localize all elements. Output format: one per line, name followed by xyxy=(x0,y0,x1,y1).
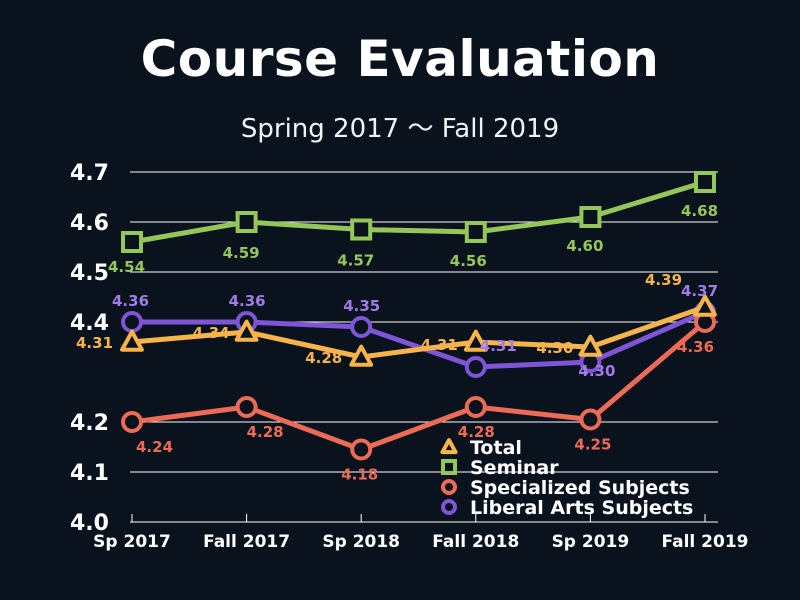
point-marker xyxy=(120,329,144,352)
point-marker xyxy=(350,438,373,461)
legend-label: Specialized Subjects xyxy=(470,477,690,499)
legend-label: Total xyxy=(470,437,522,459)
data-label: 4.18 xyxy=(341,466,378,484)
series-group xyxy=(120,171,717,461)
x-tick-label: Fall 2019 xyxy=(662,532,749,552)
chart-subtitle: Spring 2017 〜 Fall 2019 xyxy=(240,114,560,144)
legend-item: Liberal Arts Subjects xyxy=(441,497,693,519)
point-marker xyxy=(234,319,259,342)
data-label: 4.36 xyxy=(112,292,149,310)
data-label: 4.24 xyxy=(136,438,173,456)
y-tick-label: 4.2 xyxy=(70,411,109,436)
data-label: 4.28 xyxy=(458,423,495,441)
legend-label: Liberal Arts Subjects xyxy=(470,497,693,519)
series-line xyxy=(131,179,706,245)
data-label: 4.56 xyxy=(450,252,487,270)
point-marker xyxy=(441,499,457,515)
x-tick-label: Sp 2018 xyxy=(322,532,400,552)
point-marker xyxy=(121,411,143,433)
point-marker xyxy=(464,396,487,418)
data-label: 4.39 xyxy=(645,271,682,289)
data-label: 4.31 xyxy=(480,337,517,355)
y-tick-label: 4.0 xyxy=(70,511,109,536)
data-label: 4.30 xyxy=(536,339,573,357)
data-label: 4.54 xyxy=(108,258,145,276)
data-label: 4.36 xyxy=(229,292,266,310)
series-line xyxy=(131,304,706,360)
point-marker xyxy=(235,396,258,418)
data-label: 4.35 xyxy=(343,297,380,315)
series-total xyxy=(120,294,717,367)
series-seminar xyxy=(121,171,716,253)
legend-item: Seminar xyxy=(441,457,559,479)
point-marker xyxy=(464,221,487,243)
point-marker xyxy=(578,334,603,357)
legend-item: Specialized Subjects xyxy=(441,477,690,499)
data-label: 4.60 xyxy=(566,237,603,255)
x-tick-label: Sp 2019 xyxy=(552,532,630,552)
point-marker xyxy=(579,206,602,228)
gridlines xyxy=(130,171,718,523)
point-marker xyxy=(464,356,487,378)
chart-title: Course Evaluation xyxy=(140,30,660,88)
y-tick-label: 4.5 xyxy=(70,261,109,286)
point-marker xyxy=(235,211,258,233)
point-marker xyxy=(441,479,457,495)
data-label: 4.34 xyxy=(193,324,230,342)
legend-item: Total xyxy=(440,437,522,459)
point-marker xyxy=(693,294,717,317)
y-tick-label: 4.6 xyxy=(70,211,109,236)
point-marker xyxy=(440,438,458,455)
point-marker xyxy=(441,459,457,475)
legend-label: Seminar xyxy=(470,457,559,479)
data-label: 4.37 xyxy=(681,282,718,300)
x-tick-label: Fall 2018 xyxy=(432,532,519,552)
y-axis-ticks: 4.0 4.1 4.2 4.4 4.5 4.6 4.7 xyxy=(70,161,109,536)
point-marker xyxy=(349,344,374,367)
point-marker xyxy=(579,408,602,431)
series-specialized-subjects xyxy=(121,311,716,461)
y-tick-label: 4.4 xyxy=(70,311,109,336)
data-labels: 4.36 4.36 4.35 4.31 4.30 4.37 4.24 4.28 4.18 4.28… xyxy=(76,202,718,484)
point-marker xyxy=(121,231,143,253)
y-tick-label: 4.7 xyxy=(70,161,109,186)
data-label: 4.68 xyxy=(681,202,718,220)
x-tick-label: Sp 2017 xyxy=(93,532,171,552)
x-axis-ticks: Sp 2017 Fall 2017 Sp 2018 Fall 2018 Sp 2019 F… xyxy=(93,514,748,552)
data-label: 4.30 xyxy=(578,362,615,380)
data-label: 4.25 xyxy=(574,436,611,454)
point-marker xyxy=(463,329,488,352)
data-label: 4.31 xyxy=(76,334,113,352)
data-label: 4.59 xyxy=(223,244,260,262)
data-label: 4.28 xyxy=(247,423,284,441)
data-label: 4.36 xyxy=(677,338,714,356)
x-tick-label: Fall 2017 xyxy=(203,532,290,552)
point-marker xyxy=(350,316,373,338)
data-label: 4.28 xyxy=(305,349,342,367)
point-marker xyxy=(694,171,716,193)
data-label: 4.31 xyxy=(421,336,458,354)
series-line xyxy=(131,320,707,452)
y-tick-label: 4.1 xyxy=(70,461,109,486)
data-label: 4.57 xyxy=(337,252,374,270)
point-marker xyxy=(350,218,373,241)
point-marker xyxy=(121,311,143,333)
